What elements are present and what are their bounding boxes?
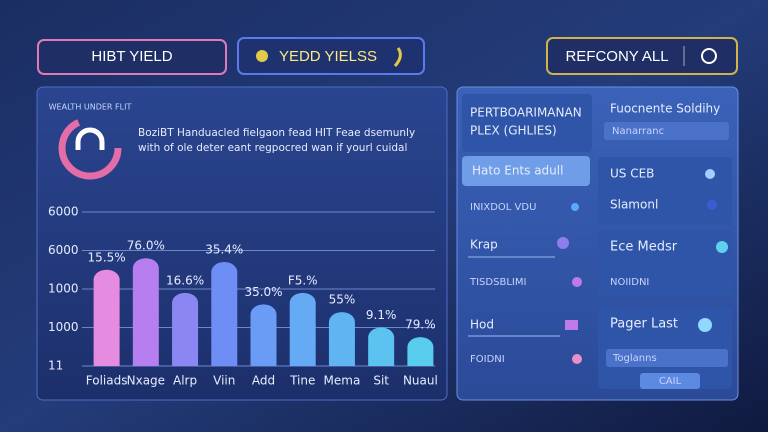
bar-label: 15.5% — [88, 250, 126, 264]
x-tick-label: Mema — [324, 374, 361, 388]
sidebar-card — [462, 94, 592, 152]
logo — [75, 127, 105, 150]
x-tick-label: Add — [252, 374, 275, 388]
sidebar-title: PERTBOARIMANAN — [470, 106, 582, 120]
icon — [565, 320, 578, 330]
bar-label: F5.% — [288, 273, 318, 287]
icon — [256, 50, 268, 62]
button-label: CAIL — [659, 376, 682, 387]
y-tick-label: 6000 — [48, 243, 79, 257]
x-tick-label: Viin — [213, 374, 235, 388]
bar — [368, 327, 395, 366]
icon — [716, 241, 728, 253]
button[interactable] — [546, 37, 738, 75]
icon — [572, 277, 582, 287]
button-label: HIBT YIELD — [91, 48, 172, 65]
y-tick-label: 1000 — [48, 320, 79, 334]
input-field[interactable] — [606, 349, 728, 367]
sidebar-item: Toglanns — [612, 353, 657, 364]
bar-label: 55% — [329, 293, 356, 307]
sidebar-item[interactable]: Slamonl — [610, 198, 658, 212]
icon — [705, 169, 715, 179]
icon — [701, 48, 717, 64]
logo-text: WEALTH UNDER FLIT — [49, 103, 132, 112]
icon — [393, 47, 402, 68]
button-label: YEDD YIELSS — [279, 48, 377, 65]
bar-label: 35.0% — [244, 285, 282, 299]
button[interactable] — [237, 37, 425, 75]
icon — [571, 203, 579, 211]
input-value: Nanarranc — [612, 126, 664, 137]
sidebar-item[interactable]: Ece Medsr — [610, 240, 678, 255]
bar — [172, 292, 199, 366]
x-tick-label: Sit — [373, 374, 389, 388]
bar-label: 76.0% — [127, 239, 165, 253]
sidebar-title: PLEX (GHLIES) — [470, 124, 557, 138]
sidebar-item[interactable]: TISDSBLIMI — [469, 277, 526, 288]
sidebar-card — [598, 230, 732, 296]
button[interactable] — [37, 39, 227, 75]
bar — [93, 269, 120, 366]
bar-label: 79.% — [405, 318, 436, 332]
y-tick-label: 6000 — [48, 205, 79, 219]
sidebar-title: Fuocnente Soldihy — [610, 102, 720, 116]
sidebar-item[interactable]: Pager Last — [610, 317, 678, 332]
icon — [572, 354, 582, 364]
x-tick-label: Nuaul — [403, 374, 438, 388]
bar-label: 16.6% — [166, 273, 204, 287]
bar — [211, 262, 238, 366]
y-tick-label: 1000 — [48, 282, 79, 296]
sidebar-item[interactable]: INIXDOL VDU — [470, 202, 536, 213]
logo — [58, 116, 122, 180]
button-label: REFCONY ALL — [565, 48, 668, 65]
input-field[interactable] — [604, 122, 729, 140]
bar — [328, 312, 355, 366]
bar — [132, 258, 159, 366]
x-tick-label: Alrp — [173, 374, 197, 388]
x-tick-label: Tine — [289, 374, 315, 388]
x-tick-label: Nxage — [127, 374, 165, 388]
bar-label: 9.1% — [366, 308, 397, 322]
icon — [698, 318, 712, 332]
sidebar-item[interactable]: FOIDNI — [470, 354, 505, 365]
description: with of ole deter eant regpocred wan if … — [138, 142, 407, 154]
icon — [557, 237, 569, 249]
description: BoziBT Handuacled fielgaon fead HIT Feae… — [138, 127, 415, 139]
sidebar-item[interactable]: NOIIDNI — [610, 277, 649, 288]
selected-item[interactable] — [462, 156, 590, 186]
bar-chart: 11 1000 1000 6000 6000 Foliads 15.5% Nxage 76.0%… — [48, 205, 438, 388]
bar — [289, 292, 316, 366]
x-tick-label: Foliads — [86, 374, 128, 388]
sidebar-card — [598, 157, 732, 225]
sidebar-item[interactable]: Krap — [470, 238, 498, 252]
sidebar-item: Hato Ents adull — [472, 164, 563, 178]
icon — [707, 200, 717, 210]
bar — [250, 304, 277, 366]
bar — [407, 337, 434, 366]
button[interactable] — [640, 373, 700, 389]
sidebar-item[interactable]: Hod — [470, 318, 494, 332]
sidebar-item[interactable]: US CEB — [610, 167, 654, 181]
y-tick-label: 11 — [48, 359, 63, 373]
bar-label: 35.4% — [205, 243, 243, 257]
